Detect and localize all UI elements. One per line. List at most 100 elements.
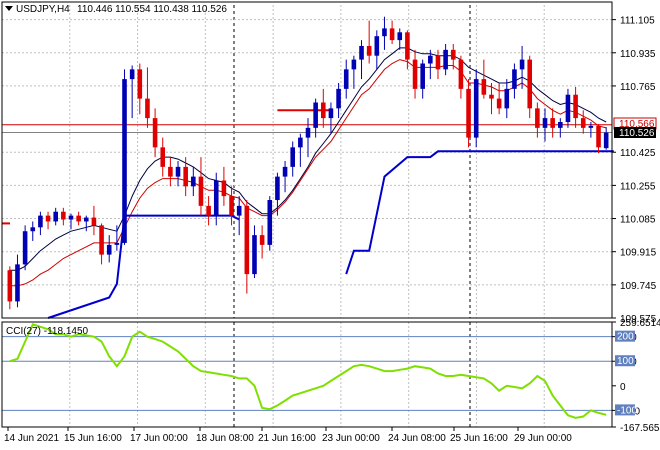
- candle-body: [145, 98, 150, 119]
- candle[interactable]: [76, 211, 81, 226]
- candle[interactable]: [573, 86, 578, 128]
- candles[interactable]: [7, 16, 609, 310]
- candle[interactable]: [15, 254, 20, 308]
- candle-body: [343, 69, 349, 89]
- candle[interactable]: [38, 211, 43, 236]
- candle[interactable]: [450, 44, 456, 70]
- candle[interactable]: [412, 49, 418, 99]
- candle-body: [374, 36, 380, 56]
- candle[interactable]: [298, 133, 303, 167]
- candle[interactable]: [343, 59, 349, 99]
- candle[interactable]: [458, 55, 464, 99]
- candle[interactable]: [267, 196, 273, 251]
- candle[interactable]: [328, 102, 334, 134]
- candle[interactable]: [320, 88, 326, 128]
- candle[interactable]: [389, 20, 395, 45]
- candle[interactable]: [527, 55, 533, 119]
- candle[interactable]: [22, 225, 28, 271]
- candle[interactable]: [481, 59, 487, 99]
- price-tick-label: 110.425: [620, 148, 656, 159]
- candle[interactable]: [68, 213, 74, 230]
- candle[interactable]: [313, 98, 318, 138]
- candle[interactable]: [405, 30, 410, 70]
- candle[interactable]: [473, 69, 479, 148]
- candle[interactable]: [106, 235, 112, 263]
- candle[interactable]: [213, 172, 219, 226]
- candle[interactable]: [374, 30, 380, 70]
- candle[interactable]: [236, 196, 242, 236]
- candle[interactable]: [206, 196, 211, 226]
- candle[interactable]: [397, 28, 403, 50]
- cci-level-text: 200: [617, 332, 634, 343]
- candle[interactable]: [603, 127, 609, 150]
- candle[interactable]: [443, 44, 448, 76]
- candle[interactable]: [275, 172, 280, 216]
- candle[interactable]: [122, 69, 127, 245]
- candle[interactable]: [290, 141, 296, 177]
- candle[interactable]: [152, 108, 158, 158]
- candle[interactable]: [282, 161, 288, 193]
- candle[interactable]: [512, 63, 517, 99]
- candle[interactable]: [145, 67, 150, 128]
- candle[interactable]: [504, 79, 510, 119]
- candle[interactable]: [489, 83, 494, 115]
- candle[interactable]: [550, 108, 555, 138]
- ohlc-values: 110.446 110.554 110.438 110.526: [77, 4, 227, 15]
- candle[interactable]: [129, 65, 135, 119]
- candle[interactable]: [428, 49, 433, 80]
- candle[interactable]: [351, 55, 357, 89]
- dropdown-triangle-icon[interactable]: [5, 6, 13, 11]
- candle[interactable]: [420, 59, 425, 99]
- candle-body: [450, 49, 456, 60]
- candle-body: [152, 118, 158, 148]
- candle[interactable]: [336, 83, 341, 119]
- candle[interactable]: [183, 157, 188, 197]
- candle[interactable]: [53, 207, 58, 226]
- candle[interactable]: [596, 123, 601, 154]
- price-tick-label: 109.915: [620, 248, 657, 259]
- candle[interactable]: [168, 157, 173, 187]
- candle[interactable]: [30, 221, 36, 241]
- candle[interactable]: [160, 137, 166, 177]
- candle[interactable]: [542, 108, 548, 142]
- candle[interactable]: [252, 225, 257, 279]
- candle[interactable]: [305, 118, 311, 158]
- candle[interactable]: [7, 266, 13, 310]
- candle[interactable]: [535, 102, 540, 138]
- time-tick-label: 18 Jun 08:00: [196, 433, 254, 444]
- candle[interactable]: [466, 79, 471, 148]
- candle[interactable]: [588, 122, 594, 138]
- candle[interactable]: [114, 225, 120, 251]
- candle[interactable]: [137, 63, 143, 115]
- candle[interactable]: [83, 215, 89, 232]
- ask-label-text: 110.566: [619, 119, 655, 130]
- candle[interactable]: [91, 205, 97, 236]
- candle[interactable]: [519, 45, 525, 89]
- cci-level-badge: [615, 404, 635, 416]
- candle[interactable]: [580, 110, 586, 134]
- candle-body: [489, 94, 494, 99]
- candle[interactable]: [382, 16, 387, 50]
- panel-frames: [1, 1, 613, 428]
- candle[interactable]: [366, 20, 372, 64]
- candle[interactable]: [198, 157, 204, 216]
- candle[interactable]: [61, 207, 66, 226]
- candle[interactable]: [99, 223, 104, 265]
- candle[interactable]: [359, 40, 364, 80]
- time-tick-label: 14 Jun 2021: [4, 433, 59, 444]
- candle-body: [298, 137, 303, 148]
- candle[interactable]: [244, 200, 250, 294]
- candle[interactable]: [259, 225, 265, 259]
- candle[interactable]: [565, 88, 571, 128]
- candle[interactable]: [45, 211, 51, 230]
- candle[interactable]: [175, 161, 181, 187]
- candle-body: [397, 32, 403, 41]
- candle[interactable]: [221, 166, 227, 206]
- candle[interactable]: [496, 83, 502, 115]
- candle[interactable]: [435, 49, 441, 80]
- candle[interactable]: [191, 166, 196, 197]
- candle[interactable]: [558, 118, 563, 138]
- candle[interactable]: [229, 186, 234, 226]
- candle-body: [512, 69, 517, 89]
